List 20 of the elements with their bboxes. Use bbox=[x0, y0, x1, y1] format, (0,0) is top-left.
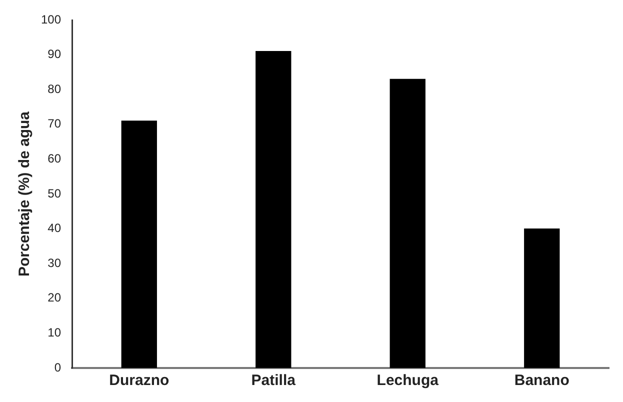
y-tick-label: 10 bbox=[48, 326, 62, 340]
x-tick-label: Durazno bbox=[109, 372, 170, 390]
y-tick-label: 20 bbox=[48, 290, 62, 305]
y-tick-label: 0 bbox=[54, 360, 62, 374]
x-tick-label: Lechuga bbox=[376, 372, 440, 390]
y-tick-label: 30 bbox=[48, 256, 62, 270]
x-tick-label: Banano bbox=[514, 372, 570, 390]
bar bbox=[390, 78, 426, 368]
y-tick-label: 70 bbox=[48, 116, 62, 131]
y-tick-label: 40 bbox=[48, 221, 62, 236]
x-tick-label: Patilla bbox=[251, 372, 296, 390]
y-tick-label: 80 bbox=[48, 82, 62, 96]
y-axis-title: Porcentaje (%) de agua bbox=[16, 110, 34, 277]
y-tick-label: 60 bbox=[48, 152, 62, 166]
y-tick-label: 100 bbox=[40, 12, 62, 26]
y-tick-label: 50 bbox=[48, 186, 62, 200]
y-tick-label: 90 bbox=[48, 47, 62, 62]
bar bbox=[256, 50, 292, 368]
bar bbox=[121, 120, 157, 368]
bar bbox=[524, 228, 560, 368]
